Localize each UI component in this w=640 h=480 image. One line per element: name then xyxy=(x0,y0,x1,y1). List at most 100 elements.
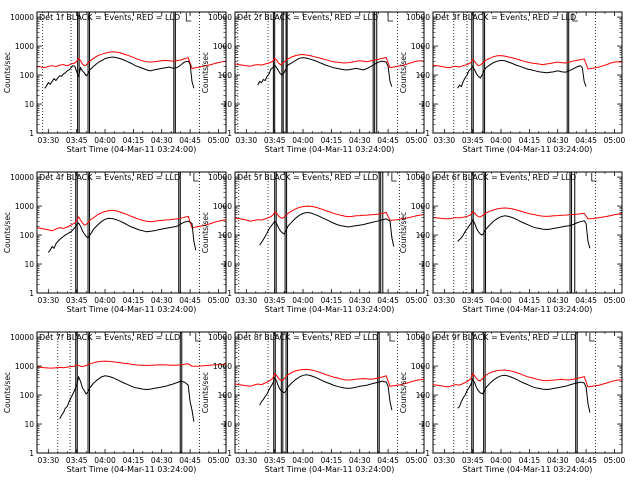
x-tick-label: 04:30 xyxy=(151,136,173,145)
y-tick-label: 10 xyxy=(24,100,34,109)
y-tick-label: 10000 xyxy=(406,173,430,182)
y-axis-label: Counts/sec xyxy=(399,212,408,253)
x-tick-label: 04:45 xyxy=(575,456,597,465)
events-series-line xyxy=(257,57,393,87)
y-tick-label: 1000 xyxy=(411,362,430,371)
x-tick-label: 04:00 xyxy=(490,136,512,145)
x-tick-label: 03:45 xyxy=(264,136,286,145)
panel-2: 1 10 100 1000 10000 03:30 03:45 04:00 04:15 04:30… xyxy=(201,11,428,154)
x-tick-label: 03:30 xyxy=(434,296,456,305)
x-tick-label: 03:45 xyxy=(462,456,484,465)
x-axis-label: Start Time (04-Mar-11 03:24:00) xyxy=(67,145,197,154)
x-tick-label: 03:45 xyxy=(462,136,484,145)
lld-series-line xyxy=(36,360,227,369)
plot-frame xyxy=(36,171,227,294)
panel-1: 1 10 100 1000 10000 03:30 03:45 04:00 04:15 04:30… xyxy=(3,11,229,154)
y-tick-label: 10 xyxy=(222,420,232,429)
lld-series-line xyxy=(234,205,425,222)
panel-title: Det 9f BLACK = Events, RED = LLD xyxy=(435,333,576,342)
x-tick-label: 03:30 xyxy=(434,456,456,465)
flag-marker xyxy=(193,173,199,182)
x-axis-label: Start Time (04-Mar-11 03:24:00) xyxy=(463,145,593,154)
y-tick-label: 1000 xyxy=(15,362,34,371)
panel-9: 1 10 100 1000 10000 03:30 03:45 04:00 04:15 04:30… xyxy=(399,331,625,474)
panel-3: 1 10 100 1000 10000 03:30 03:45 04:00 04:15 04:30… xyxy=(399,11,625,154)
x-tick-label: 05:00 xyxy=(406,296,428,305)
y-tick-label: 100 xyxy=(20,231,35,240)
y-tick-label: 10000 xyxy=(10,13,34,22)
y-tick-label: 1000 xyxy=(15,42,34,51)
y-tick-label: 10000 xyxy=(406,333,430,342)
y-tick-label: 1 xyxy=(227,129,232,138)
plot-frame xyxy=(234,171,425,294)
x-tick-label: 04:45 xyxy=(575,296,597,305)
x-tick-label: 04:45 xyxy=(179,456,201,465)
lld-series-line xyxy=(432,369,623,388)
x-tick-label: 04:30 xyxy=(349,456,371,465)
x-tick-label: 05:00 xyxy=(406,136,428,145)
y-tick-label: 10000 xyxy=(10,333,34,342)
plot-frame xyxy=(432,171,623,294)
flag-marker xyxy=(589,333,595,342)
y-tick-label: 1 xyxy=(425,289,430,298)
panel-title: Det 4f BLACK = Events, RED = LLD xyxy=(39,173,180,182)
events-series-line xyxy=(457,374,591,413)
x-tick-label: 05:00 xyxy=(406,456,428,465)
panel-7: 1 10 100 1000 10000 03:30 03:45 04:00 04:15 04:30… xyxy=(3,331,229,474)
y-axis-label: Counts/sec xyxy=(3,52,12,93)
x-tick-label: 04:00 xyxy=(490,296,512,305)
events-series-line xyxy=(259,211,395,247)
x-tick-label: 04:45 xyxy=(179,296,201,305)
x-tick-label: 04:30 xyxy=(349,296,371,305)
x-tick-label: 04:15 xyxy=(321,136,343,145)
events-series-line xyxy=(457,59,587,89)
panel-5: 1 10 100 1000 10000 03:30 03:45 04:00 04:15 04:30… xyxy=(201,171,428,314)
lld-series-line xyxy=(432,55,623,70)
x-tick-label: 03:45 xyxy=(66,136,88,145)
panel-title: Det 2f BLACK = Events, RED = LLD xyxy=(237,13,378,22)
x-tick-label: 04:00 xyxy=(94,456,116,465)
x-tick-label: 03:30 xyxy=(236,456,258,465)
panel-title: Det 3f BLACK = Events, RED = LLD xyxy=(435,13,576,22)
y-tick-label: 10 xyxy=(24,260,34,269)
y-tick-label: 100 xyxy=(20,391,35,400)
y-tick-label: 100 xyxy=(416,391,431,400)
x-axis-label: Start Time (04-Mar-11 03:24:00) xyxy=(463,465,593,474)
x-tick-label: 03:30 xyxy=(38,136,60,145)
x-tick-label: 04:15 xyxy=(321,296,343,305)
x-tick-label: 04:45 xyxy=(377,296,399,305)
x-tick-label: 04:15 xyxy=(519,136,541,145)
x-tick-label: 04:15 xyxy=(519,296,541,305)
x-tick-label: 04:45 xyxy=(377,456,399,465)
y-tick-label: 1 xyxy=(29,129,34,138)
x-tick-label: 04:30 xyxy=(151,456,173,465)
panel-title: Det 7f BLACK = Events, RED = LLD xyxy=(39,333,180,342)
y-axis-label: Counts/sec xyxy=(201,52,210,93)
plot-frame xyxy=(234,11,425,134)
x-tick-label: 04:15 xyxy=(123,296,145,305)
y-tick-label: 100 xyxy=(218,71,233,80)
y-tick-label: 10 xyxy=(420,420,430,429)
x-tick-label: 04:00 xyxy=(490,456,512,465)
x-tick-label: 05:00 xyxy=(604,296,626,305)
y-tick-label: 1 xyxy=(425,129,430,138)
x-tick-label: 03:30 xyxy=(38,296,60,305)
y-tick-label: 10000 xyxy=(208,13,232,22)
plot-frame xyxy=(234,331,425,454)
x-tick-label: 03:45 xyxy=(264,296,286,305)
x-tick-label: 05:00 xyxy=(208,296,230,305)
panel-title: Det 6f BLACK = Events, RED = LLD xyxy=(435,173,576,182)
y-axis-label: Counts/sec xyxy=(201,372,210,413)
x-tick-label: 04:15 xyxy=(321,456,343,465)
panel-title: Det 5f BLACK = Events, RED = LLD xyxy=(237,173,378,182)
flag-marker xyxy=(572,13,578,22)
x-tick-label: 04:00 xyxy=(94,296,116,305)
y-axis-label: Counts/sec xyxy=(201,212,210,253)
plot-frame xyxy=(36,331,227,454)
y-tick-label: 10 xyxy=(24,420,34,429)
y-axis-label: Counts/sec xyxy=(399,372,408,413)
flag-marker xyxy=(185,13,192,22)
x-tick-label: 04:30 xyxy=(151,296,173,305)
x-tick-label: 04:15 xyxy=(123,456,145,465)
